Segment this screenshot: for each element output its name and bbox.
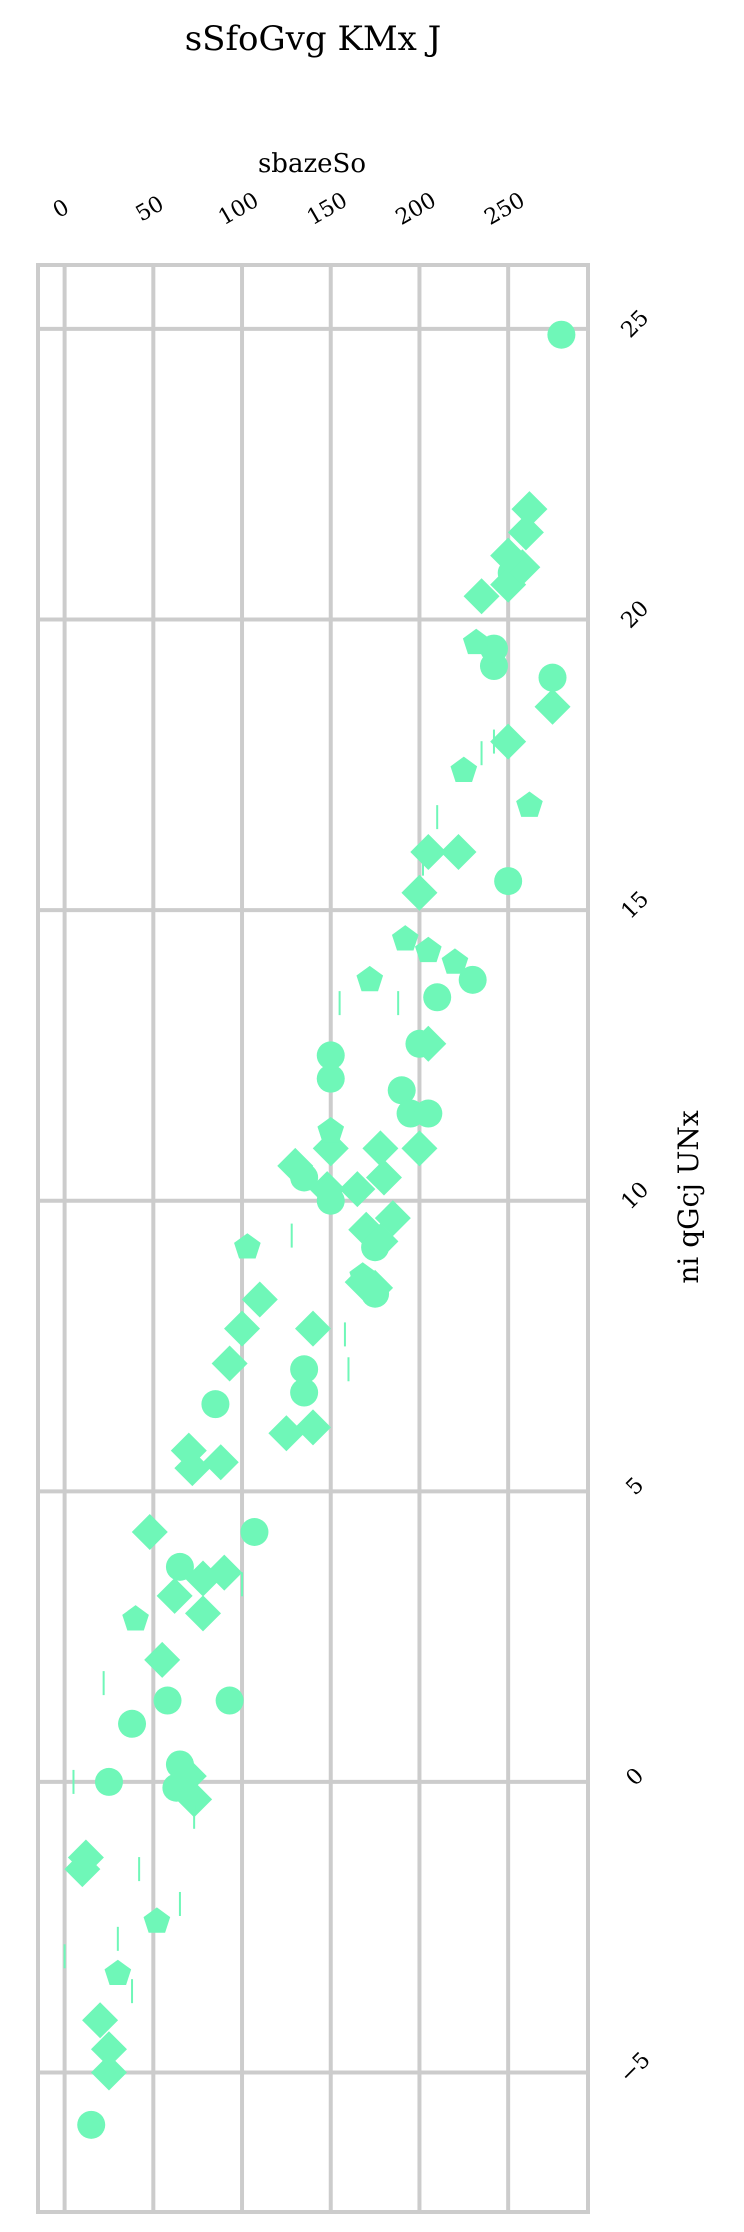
- scatter-point-diamond: [401, 1130, 438, 1167]
- y-tick-label: 15: [617, 887, 654, 924]
- scatter-point-circle: [423, 983, 452, 1012]
- scatter-point-pentagon: [391, 925, 419, 951]
- scatter-point-pentagon: [415, 936, 442, 963]
- scatter-point-diamond: [410, 834, 447, 871]
- tick-labels: 0 50 100 150 200 250 −5 0 5 10 15 20 25: [49, 188, 656, 2088]
- scatter-point-diamond: [277, 1147, 314, 1184]
- scatter-point-diamond: [365, 1159, 402, 1196]
- scatter-point-diamond: [170, 1432, 207, 1469]
- x-tick-label: 50: [132, 192, 169, 228]
- scatter-point-circle: [118, 1709, 147, 1738]
- scatter-point-diamond: [490, 537, 527, 574]
- x-tick-label: 200: [392, 188, 441, 231]
- scatter-point-diamond: [507, 514, 544, 551]
- data-points: [63, 320, 576, 2139]
- scatter-point-diamond: [90, 2031, 127, 2068]
- x-tick-label: 150: [303, 188, 352, 231]
- scatter-point-circle: [153, 1686, 182, 1715]
- scatter-point-diamond: [82, 2002, 119, 2039]
- scatter-point-diamond: [67, 1839, 104, 1876]
- scatter-point-pentagon: [234, 1233, 261, 1259]
- scatter-point-circle: [290, 1355, 319, 1384]
- scatter-point-diamond: [295, 1310, 331, 1347]
- scatter-point-diamond: [490, 723, 527, 760]
- y-tick-label: 20: [617, 596, 654, 633]
- x-tick-label: 0: [49, 195, 74, 224]
- grid-lines: [36, 263, 590, 2214]
- scatter-point-pentagon: [516, 791, 543, 817]
- scatter-point-diamond: [362, 1130, 399, 1167]
- scatter-point-diamond: [156, 1577, 193, 1614]
- scatter-point-circle: [414, 1099, 443, 1128]
- scatter-point-diamond: [144, 1641, 181, 1678]
- scatter-point-diamond: [463, 578, 500, 615]
- scatter-point-circle: [215, 1686, 244, 1715]
- scatter-point-circle: [165, 1552, 194, 1581]
- scatter-point-pentagon: [462, 628, 490, 655]
- scatter-point-diamond: [268, 1415, 305, 1452]
- scatter-point-pentagon: [450, 756, 478, 782]
- scatter-point-diamond: [534, 688, 571, 725]
- scatter-point-circle: [94, 1767, 123, 1796]
- scatter-point-circle: [240, 1518, 269, 1547]
- scatter-point-circle: [316, 1064, 345, 1093]
- scatter-point-diamond: [202, 1444, 239, 1481]
- scatter-point-pentagon: [441, 948, 469, 974]
- scatter-point-circle: [290, 1378, 319, 1407]
- scatter-point-diamond: [440, 834, 477, 871]
- scatter-point-diamond: [339, 1171, 376, 1208]
- x-tick-label: 250: [480, 188, 529, 231]
- scatter-point-pentagon: [356, 965, 384, 992]
- scatter-point-circle: [547, 320, 576, 349]
- y-tick-label: 10: [617, 1177, 654, 1214]
- scatter-point-pentagon: [122, 1605, 149, 1631]
- scatter-point-diamond: [309, 1171, 346, 1208]
- y-tick-label: 5: [622, 1473, 650, 1501]
- scatter-point-diamond: [295, 1409, 331, 1446]
- scatter-point-circle: [316, 1041, 345, 1070]
- scatter-point-pentagon: [349, 1262, 376, 1288]
- scatter-point-diamond: [490, 566, 527, 603]
- scatter-point-diamond: [185, 1595, 221, 1632]
- scatter-point-diamond: [224, 1310, 261, 1347]
- chart-title: sSfoGvg KMx J: [185, 19, 442, 59]
- scatter-point-diamond: [511, 491, 548, 528]
- scatter-point-circle: [458, 965, 487, 994]
- scatter-point-diamond: [206, 1554, 243, 1591]
- y-tick-label: 0: [622, 1764, 650, 1792]
- scatter-point-diamond: [176, 1781, 213, 1818]
- scatter-point-diamond: [241, 1281, 278, 1318]
- scatter-point-diamond: [401, 874, 438, 911]
- scatter-point-diamond: [410, 1025, 447, 1062]
- plot-frame: [36, 263, 590, 2214]
- scatter-point-circle: [387, 1076, 416, 1105]
- scatter-point-diamond: [131, 1514, 168, 1551]
- scatter-point-pentagon: [317, 1116, 345, 1143]
- scatter-point-circle: [77, 2110, 106, 2139]
- y-tick-label: 25: [617, 306, 654, 343]
- scatter-point-circle: [538, 663, 567, 692]
- scatter-point-diamond: [374, 1200, 411, 1237]
- scatter-point-pentagon: [143, 1907, 171, 1933]
- scatter-point-pentagon: [104, 1959, 132, 1986]
- scatter-point-circle: [494, 867, 523, 896]
- scatter-point-diamond: [90, 2054, 127, 2091]
- y-axis-label: ni qGcj UNx: [672, 1110, 705, 1284]
- scatter-point-circle: [201, 1390, 230, 1419]
- x-axis-label: sbazeSo: [258, 149, 366, 179]
- x-tick-label: 100: [214, 188, 263, 231]
- y-tick-label: −5: [615, 2048, 656, 2089]
- scatter-point-diamond: [211, 1345, 248, 1382]
